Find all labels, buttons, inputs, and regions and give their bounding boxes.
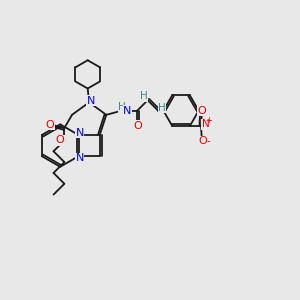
Text: N: N (76, 153, 84, 163)
Text: -: - (206, 136, 210, 146)
Text: O: O (46, 120, 54, 130)
Text: N: N (76, 128, 84, 138)
Text: O: O (56, 135, 64, 146)
Text: N: N (202, 119, 210, 129)
Text: O: O (199, 136, 208, 146)
Text: H: H (158, 103, 166, 113)
Text: H: H (140, 92, 148, 101)
Text: H: H (118, 102, 126, 112)
Text: N: N (123, 106, 131, 116)
Text: O: O (197, 106, 206, 116)
Text: O: O (133, 121, 142, 130)
Text: +: + (206, 116, 212, 125)
Text: N: N (87, 96, 95, 106)
